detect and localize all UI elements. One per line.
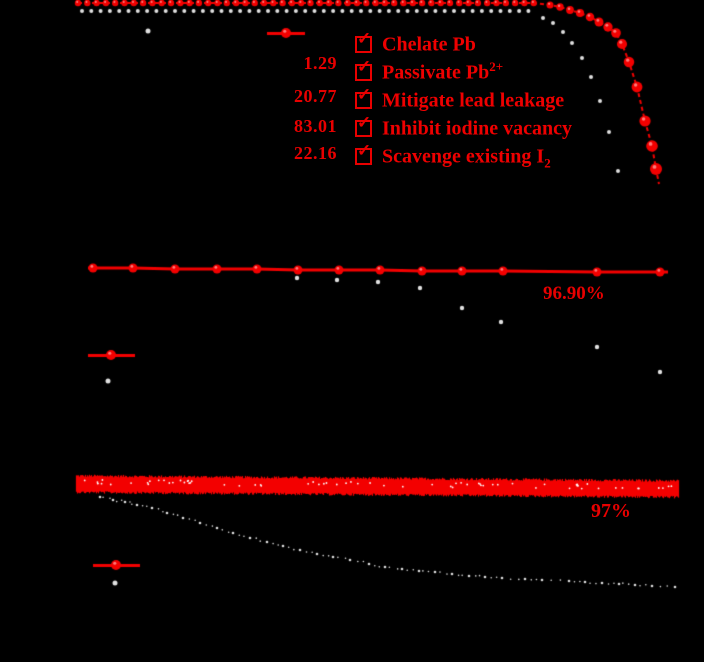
checked-checkbox-icon: ✓ xyxy=(355,142,372,166)
checked-checkbox-icon: ✓ xyxy=(355,30,372,54)
checked-checkbox-icon: ✓ xyxy=(355,86,372,110)
checklist-item: ✓ Chelate Pb xyxy=(355,30,476,58)
checklist-item: ✓ Mitigate lead leakage xyxy=(355,86,565,114)
checklist-item: ✓ Passivate Pb2+ xyxy=(355,58,504,86)
retention-label-middle: 96.90% xyxy=(543,283,605,304)
checklist-item: ✓ Inhibit iodine vacancy xyxy=(355,114,573,142)
checklist-label: Passivate Pb2+ xyxy=(382,59,504,84)
checklist-label: Mitigate lead leakage xyxy=(382,89,565,112)
checklist-item: ✓ Scavenge existing I2 xyxy=(355,142,551,171)
checklist-label: Inhibit iodine vacancy xyxy=(382,117,573,140)
checked-checkbox-icon: ✓ xyxy=(355,114,372,138)
checklist-label: Scavenge existing I2 xyxy=(382,145,551,171)
checklist-label: Chelate Pb xyxy=(382,33,476,56)
checked-checkbox-icon: ✓ xyxy=(355,58,372,82)
pv-param-value: 20.77 xyxy=(294,86,337,106)
pv-param-value: 83.01 xyxy=(294,116,337,136)
pv-param-value: 1.29 xyxy=(303,53,337,73)
pv-param-value: 22.16 xyxy=(294,143,337,163)
retention-label-bottom: 97% xyxy=(591,500,631,522)
